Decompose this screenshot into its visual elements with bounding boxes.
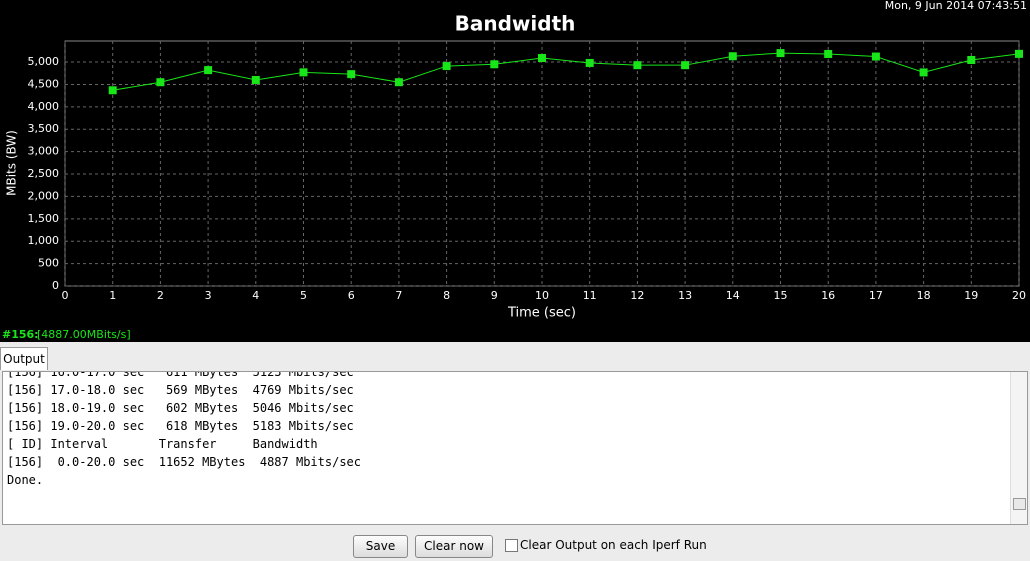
x-tick-label: 13 bbox=[678, 289, 692, 302]
x-tick-label: 8 bbox=[443, 289, 450, 302]
output-line: [156] 18.0-19.0 sec 602 MBytes 5046 Mbit… bbox=[7, 401, 354, 415]
x-tick-label: 5 bbox=[300, 289, 307, 302]
output-line: [156] 0.0-20.0 sec 11652 MBytes 4887 Mbi… bbox=[7, 455, 362, 469]
output-line: [156] 17.0-18.0 sec 569 MBytes 4769 Mbit… bbox=[7, 383, 354, 397]
x-tick-label: 3 bbox=[205, 289, 212, 302]
data-point bbox=[490, 60, 499, 69]
data-point bbox=[681, 61, 690, 70]
data-point bbox=[824, 49, 833, 58]
x-tick-label: 1 bbox=[109, 289, 116, 302]
x-tick-label: 19 bbox=[964, 289, 978, 302]
y-tick-label: 3,500 bbox=[28, 122, 60, 135]
save-button[interactable]: Save bbox=[353, 535, 408, 558]
output-line: Done. bbox=[7, 473, 44, 487]
scrollbar[interactable] bbox=[1010, 372, 1027, 524]
x-tick-label: 15 bbox=[774, 289, 788, 302]
chart: Bandwidth Mon, 9 Jun 2014 07:43:51 Time … bbox=[0, 0, 1030, 342]
data-point bbox=[967, 55, 976, 64]
x-tick-label: 2 bbox=[157, 289, 164, 302]
data-point bbox=[442, 62, 451, 71]
data-point bbox=[108, 86, 117, 95]
output-line: [156] 19.0-20.0 sec 618 MBytes 5183 Mbit… bbox=[7, 419, 354, 433]
x-axis-label: Time (sec) bbox=[507, 306, 576, 321]
y-axis-label: MBits (BW) bbox=[5, 130, 19, 196]
x-tick-label: 12 bbox=[630, 289, 644, 302]
x-tick-label: 16 bbox=[821, 289, 835, 302]
y-tick-label: 4,000 bbox=[28, 100, 60, 113]
y-tick-label: 1,500 bbox=[28, 212, 60, 225]
y-tick-label: 2,500 bbox=[28, 167, 60, 180]
x-tick-label: 11 bbox=[583, 289, 597, 302]
clear-button[interactable]: Clear now bbox=[415, 535, 493, 558]
checkbox[interactable] bbox=[505, 539, 518, 552]
legend-name: #156: bbox=[2, 328, 39, 341]
scroll-thumb[interactable] bbox=[1013, 498, 1026, 510]
y-tick-label: 3,000 bbox=[28, 145, 60, 158]
y-tick-label: 1,000 bbox=[28, 234, 60, 247]
x-tick-label: 14 bbox=[726, 289, 740, 302]
data-point bbox=[394, 78, 403, 87]
data-point bbox=[871, 52, 880, 61]
data-point bbox=[728, 52, 737, 61]
x-tick-label: 18 bbox=[917, 289, 931, 302]
data-point bbox=[299, 68, 308, 77]
output-line: [ ID] Interval Transfer Bandwidth bbox=[7, 437, 318, 451]
legend-value: [4887.00MBits/s] bbox=[37, 328, 131, 341]
x-tick-label: 4 bbox=[252, 289, 259, 302]
data-point bbox=[156, 78, 165, 87]
data-point bbox=[633, 61, 642, 70]
series-line bbox=[112, 52, 1020, 91]
chart-title: Bandwidth bbox=[455, 12, 576, 36]
x-tick-label: 17 bbox=[869, 289, 883, 302]
checkbox-label[interactable]: Clear Output on each Iperf Run bbox=[520, 538, 707, 552]
data-point bbox=[347, 70, 356, 79]
data-point bbox=[538, 54, 546, 63]
y-tick-label: 500 bbox=[38, 257, 59, 270]
data-point bbox=[251, 75, 260, 84]
timestamp: Mon, 9 Jun 2014 07:43:51 bbox=[885, 0, 1027, 12]
output-area: [156] 16.0-17.0 sec 611 MBytes 5123 Mbit… bbox=[2, 371, 1028, 525]
x-tick-label: 0 bbox=[62, 289, 69, 302]
x-tick-label: 10 bbox=[535, 289, 549, 302]
x-tick-label: 20 bbox=[1012, 289, 1026, 302]
x-tick-label: 7 bbox=[395, 289, 402, 302]
output-lines: [156] 16.0-17.0 sec 611 MBytes 5123 Mbit… bbox=[7, 371, 362, 489]
output-line: [156] 16.0-17.0 sec 611 MBytes 5123 Mbit… bbox=[7, 371, 354, 379]
y-tick-label: 2,000 bbox=[28, 189, 60, 202]
y-tick-label: 4,500 bbox=[28, 77, 60, 90]
y-tick-label: 5,000 bbox=[28, 55, 60, 68]
x-tick-label: 6 bbox=[348, 289, 355, 302]
data-point bbox=[585, 58, 594, 67]
data-point bbox=[1015, 49, 1023, 58]
y-tick-label: 0 bbox=[52, 279, 59, 292]
data-point bbox=[919, 68, 928, 77]
output-tab[interactable]: Output bbox=[0, 347, 48, 370]
data-point bbox=[776, 49, 785, 58]
data-point bbox=[204, 66, 213, 75]
x-tick-label: 9 bbox=[491, 289, 498, 302]
